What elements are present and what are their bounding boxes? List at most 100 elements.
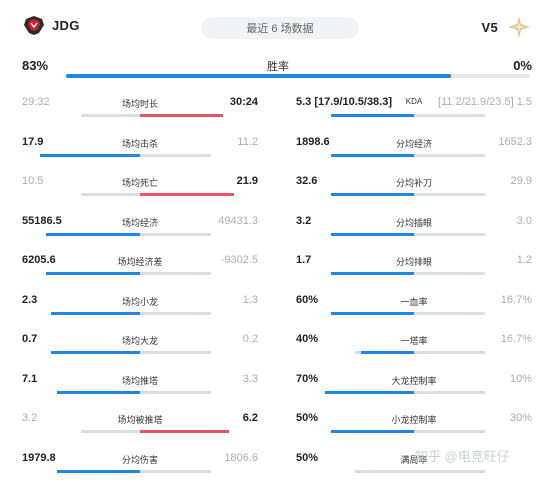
stat-bar-right — [414, 469, 532, 473]
stat-label: 一塔率 — [400, 336, 428, 346]
stat-bar-fill-left — [331, 232, 414, 236]
stat-left-value: 7.1 — [22, 372, 38, 385]
jdg-logo-icon — [24, 16, 44, 35]
stat-left-value: 10.5 — [22, 175, 44, 187]
stat-right-value: 6.2 — [242, 412, 258, 424]
stat-left-value: 60% — [296, 293, 319, 306]
stat-bar-left — [22, 114, 140, 117]
stat-row: 50% 满局率 — [296, 446, 532, 481]
stat-right-value: 16.7% — [500, 333, 532, 345]
stat-bar-fill-right — [140, 193, 234, 196]
stat-bar-right — [140, 114, 258, 117]
stat-bar-left — [22, 153, 140, 157]
stat-label: 场均大龙 — [121, 336, 158, 346]
stat-left-value: 55186.5 — [22, 214, 62, 227]
stat-bar-right — [140, 272, 258, 275]
stat-bar-left — [296, 232, 414, 236]
stat-label: 场均被推塔 — [117, 415, 163, 425]
stat-left-value: 50% — [296, 451, 319, 464]
right-team[interactable]: V5 — [481, 14, 532, 40]
stat-bar-fill-left — [331, 272, 414, 275]
stat-bar-track — [140, 153, 211, 157]
win-rate-label: 胜率 — [267, 61, 289, 73]
stat-bar-right — [414, 390, 532, 394]
stat-row: 5.3 [17.9/10.5/38.3] KDA [11.2/21.9/23.5] … — [296, 90, 532, 130]
stat-row: 6205.6 场均经济差 -9302.5 — [22, 248, 258, 288]
stat-right-value: 1.2 — [516, 254, 532, 266]
stat-left-value: 5.3 [17.9/10.5/38.3] — [296, 96, 393, 108]
stat-label: 分均伤害 — [121, 454, 158, 465]
stat-right-value: 3.3 — [242, 372, 258, 385]
stat-row: 40% 一塔率 16.7% — [296, 327, 532, 367]
stat-left-value: 3.2 — [22, 412, 38, 424]
stat-bar-left — [296, 193, 414, 196]
stat-bar-left — [296, 311, 414, 315]
stat-bar-fill-left — [331, 193, 414, 196]
stat-bar-fill-left — [57, 390, 140, 394]
stat-bar-track — [414, 153, 485, 157]
stat-bar-track — [414, 193, 485, 196]
stat-right-value: 1652.3 — [498, 135, 532, 148]
stat-right-value: 1.3 — [242, 293, 258, 306]
stat-right-value: 16.7% — [500, 293, 532, 306]
stat-bar-right — [140, 430, 258, 433]
stat-row: 55186.5 场均经济 49431.3 — [22, 209, 258, 249]
stat-label: 场均时长 — [121, 99, 158, 109]
stat-bar-left — [22, 351, 140, 354]
stat-bar-right — [414, 351, 532, 354]
stat-right-value: 30:24 — [229, 96, 258, 108]
stat-left-value: 6205.6 — [22, 254, 56, 266]
stat-row: 10.5 场均死亡 21.9 — [22, 169, 258, 209]
stat-bar-track — [140, 390, 211, 394]
stat-bar-left — [296, 390, 414, 394]
left-win-rate: 83% — [22, 58, 49, 73]
stat-left-value: 0.7 — [22, 333, 38, 345]
stat-bar-track — [81, 114, 140, 117]
stat-bar-track — [414, 469, 485, 473]
stat-bar-left — [22, 232, 140, 236]
stat-bar-fill-left — [51, 311, 140, 315]
left-team-name: JDG — [52, 17, 80, 33]
stat-bar-left — [296, 272, 414, 275]
stat-label: 场均小龙 — [121, 296, 158, 307]
left-stats-column: 29:32 场均时长 30:24 17.9 场均击杀 11.2 10.5 场均死亡 21.9 55… — [22, 90, 258, 481]
stat-bar-fill-left — [331, 114, 414, 117]
stat-bar-right — [140, 153, 258, 157]
stat-right-value: 10% — [509, 372, 532, 385]
stat-right-value: 30% — [509, 412, 532, 424]
stat-row: 70% 大龙控制率 10% — [296, 367, 532, 407]
left-team[interactable]: JDG — [22, 14, 80, 36]
stat-bar-right — [140, 469, 258, 473]
stat-bar-track — [414, 114, 485, 117]
stat-bar-right — [140, 311, 258, 315]
stat-label: 场均推塔 — [121, 375, 158, 386]
stat-bar-left — [22, 272, 140, 275]
stat-bar-right — [414, 272, 532, 275]
right-team-name: V5 — [481, 19, 498, 35]
stat-bar-fill-left — [331, 311, 414, 315]
stat-bar-fill-left — [57, 469, 140, 473]
stat-bar-right — [414, 311, 532, 315]
stat-row: 0.7 场均大龙 0.2 — [22, 327, 258, 367]
stat-bar-right — [140, 193, 258, 196]
stat-label: 分均排眼 — [395, 257, 432, 267]
stat-bar-fill-right — [140, 114, 223, 117]
stat-bar-track — [414, 272, 485, 275]
stat-bar-left — [22, 430, 140, 433]
stat-bar-track — [414, 351, 485, 354]
stat-label: 分均插眼 — [395, 217, 432, 228]
stat-bar-fill-right — [140, 430, 229, 433]
stat-bar-track — [81, 193, 140, 196]
v5-logo-icon — [508, 16, 530, 38]
win-rate-row: 83% 胜率 0% — [0, 56, 554, 82]
stat-left-value: 50% — [296, 412, 319, 424]
period-selector[interactable]: 最近 6 场数据 — [201, 17, 359, 39]
stat-bar-fill-left — [325, 390, 414, 394]
stat-right-value: 21.9 — [236, 175, 258, 187]
win-rate-bar-fill — [66, 74, 451, 78]
stat-bar-left — [22, 193, 140, 196]
stat-bar-fill-left — [46, 272, 140, 275]
stat-left-value: 32.6 — [296, 175, 318, 187]
stat-bar-right — [414, 430, 532, 433]
stat-bar-track — [140, 469, 211, 473]
